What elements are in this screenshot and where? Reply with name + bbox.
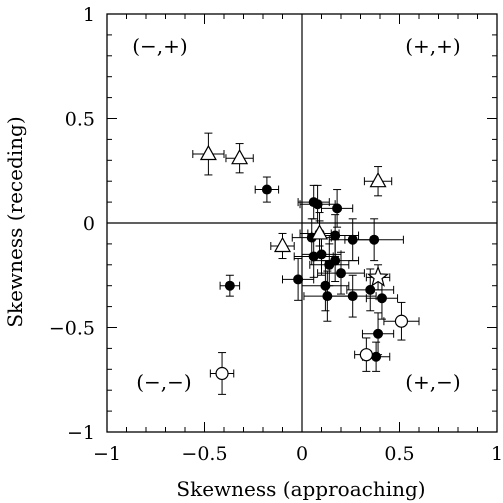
x-tick-label: 0 [296,443,308,465]
open-triangle-marker [199,144,217,161]
data-point [309,243,350,287]
data-point [311,239,360,283]
data-point [192,132,225,176]
filled-circle-marker [347,291,358,302]
data-point [344,218,404,262]
data-point [317,251,365,295]
filled-circle-marker [369,234,380,245]
quadrant-label-top-left: (−,+) [132,34,187,58]
open-triangle-marker [273,236,292,253]
data-point [282,258,315,301]
data-point [383,301,420,341]
quadrant-label-bottom-right: (+,−) [405,370,460,394]
filled-circle-marker [320,280,331,291]
open-triangle-marker [369,171,387,188]
y-tick-label: 0 [83,213,95,235]
data-point [219,274,241,297]
x-tick-label: −0.5 [181,443,227,465]
x-tick-label: 1 [491,443,503,465]
filled-circle-marker [373,328,384,339]
filled-circle-marker [316,249,327,260]
plot-area [192,132,420,395]
data-point [365,264,391,291]
data-point [361,312,395,356]
data-point [307,220,332,247]
y-tick-label: −1 [67,422,95,444]
x-tick-label: 0.5 [384,443,414,465]
data-point [328,274,377,318]
data-point [299,184,336,224]
y-tick-label: −0.5 [49,318,95,340]
x-axis-title: Skewness (approaching) [176,477,425,501]
open-circle-marker [394,314,409,328]
open-circle-marker [215,366,229,381]
axes: −1 −0.5 0 0.5 1 −1 −0.5 0 0.5 1 (−,+) (+,+) (−,−) (+,… [49,4,503,465]
x-tick-label: −1 [93,443,121,465]
filled-circle-marker [332,203,343,214]
data-point [321,189,354,228]
filled-circle-marker [376,293,387,304]
open-triangle-marker [231,148,249,165]
data-point [303,270,352,322]
filled-circle-marker [224,280,235,291]
filled-circle-marker [293,274,304,285]
filled-circle-marker [312,199,323,210]
data-point [225,143,254,174]
quadrant-label-top-right: (+,+) [405,34,460,58]
y-tick-label: 1 [83,4,95,26]
filled-circle-marker [330,255,341,266]
filled-circle-marker [365,284,376,295]
filled-circle-marker [330,230,341,241]
filled-circle-marker [322,291,333,302]
data-point [270,232,295,260]
filled-circle-marker [261,184,272,195]
open-triangle-marker [311,224,329,240]
open-circle-marker [359,348,373,362]
data-point [209,352,235,395]
data-point [254,176,280,203]
data-point [363,166,393,197]
filled-circle-marker [336,268,346,279]
data-point [301,260,350,312]
data-point [354,337,379,372]
open-star-marker [366,265,390,287]
y-tick-label: 0.5 [65,109,95,131]
y-axis-title: Skewness (receding) [3,116,27,327]
quadrant-label-bottom-left: (−,−) [136,370,191,394]
